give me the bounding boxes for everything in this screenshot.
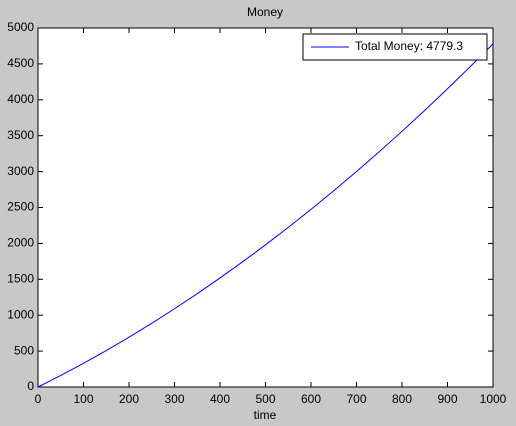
y-tick-label: 2500 <box>7 200 34 214</box>
y-tick-label: 4500 <box>7 56 34 70</box>
chart-title: Money <box>247 5 283 19</box>
data-line <box>37 43 494 388</box>
x-tick-label: 800 <box>392 392 412 406</box>
x-tick-label: 400 <box>210 392 230 406</box>
y-tick-label: 4000 <box>7 92 34 106</box>
y-tick-label: 3500 <box>7 128 34 142</box>
y-tick-label: 1500 <box>7 271 34 285</box>
x-tick-label: 600 <box>301 392 321 406</box>
y-tick-label: 5000 <box>7 20 34 34</box>
x-tick-label: 1000 <box>480 392 507 406</box>
y-tick-label: 2000 <box>7 236 34 250</box>
x-tick-label: 300 <box>164 392 184 406</box>
x-tick-label: 200 <box>119 392 139 406</box>
x-tick-label: 100 <box>73 392 93 406</box>
x-tick-label: 500 <box>255 392 275 406</box>
x-axis-label: time <box>254 408 277 422</box>
x-tick-label: 0 <box>35 392 42 406</box>
y-tick-label: 500 <box>14 343 34 357</box>
x-tick-label: 700 <box>346 392 366 406</box>
y-tick-label: 3000 <box>7 164 34 178</box>
legend-label: Total Money: 4779.3 <box>355 39 463 53</box>
y-tick-label: 1000 <box>7 307 34 321</box>
x-tick-label: 900 <box>437 392 457 406</box>
y-tick-label: 0 <box>27 379 34 393</box>
plot-area <box>37 27 494 388</box>
